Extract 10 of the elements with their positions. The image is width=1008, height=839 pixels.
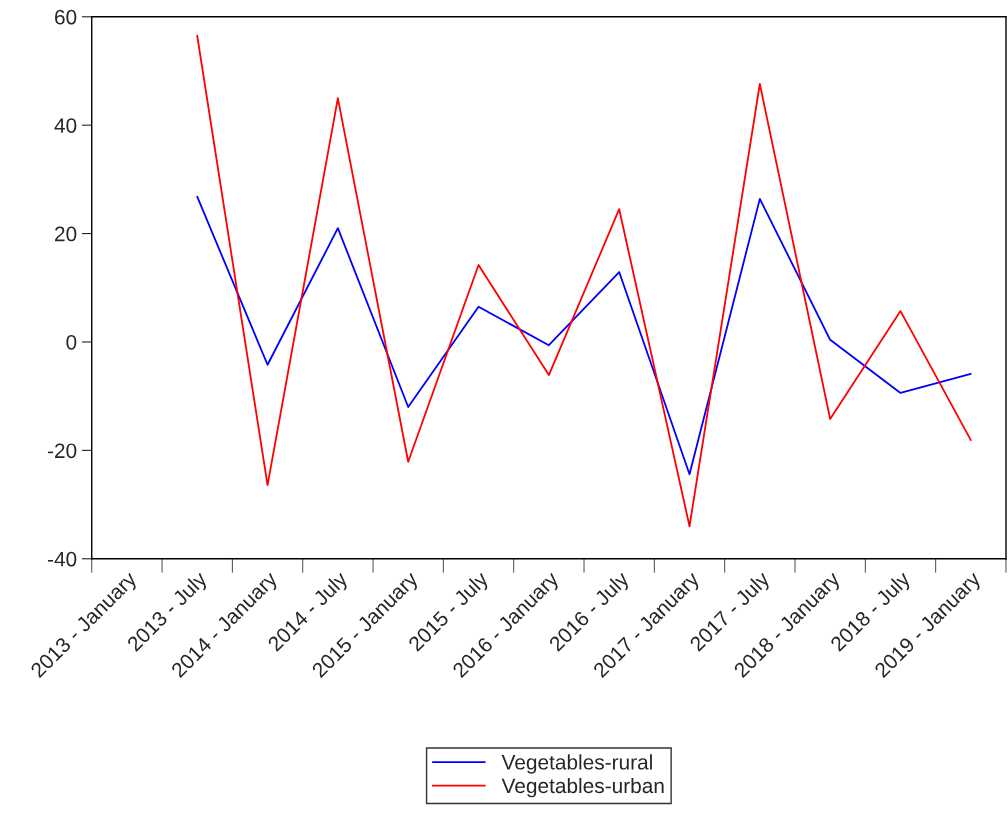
legend-label: Vegetables-urban <box>501 777 664 798</box>
y-tick-label: 60 <box>55 9 77 25</box>
line-series <box>196 195 972 476</box>
line-series <box>196 34 972 528</box>
legend-label: Vegetables-rural <box>501 754 652 774</box>
y-tick-label: 20 <box>55 226 77 242</box>
y-tick-label: 40 <box>54 118 77 133</box>
y-tick-label: 0 <box>66 334 77 350</box>
y-tick-label: -20 <box>47 443 77 459</box>
y-tick-label: -40 <box>47 551 77 567</box>
